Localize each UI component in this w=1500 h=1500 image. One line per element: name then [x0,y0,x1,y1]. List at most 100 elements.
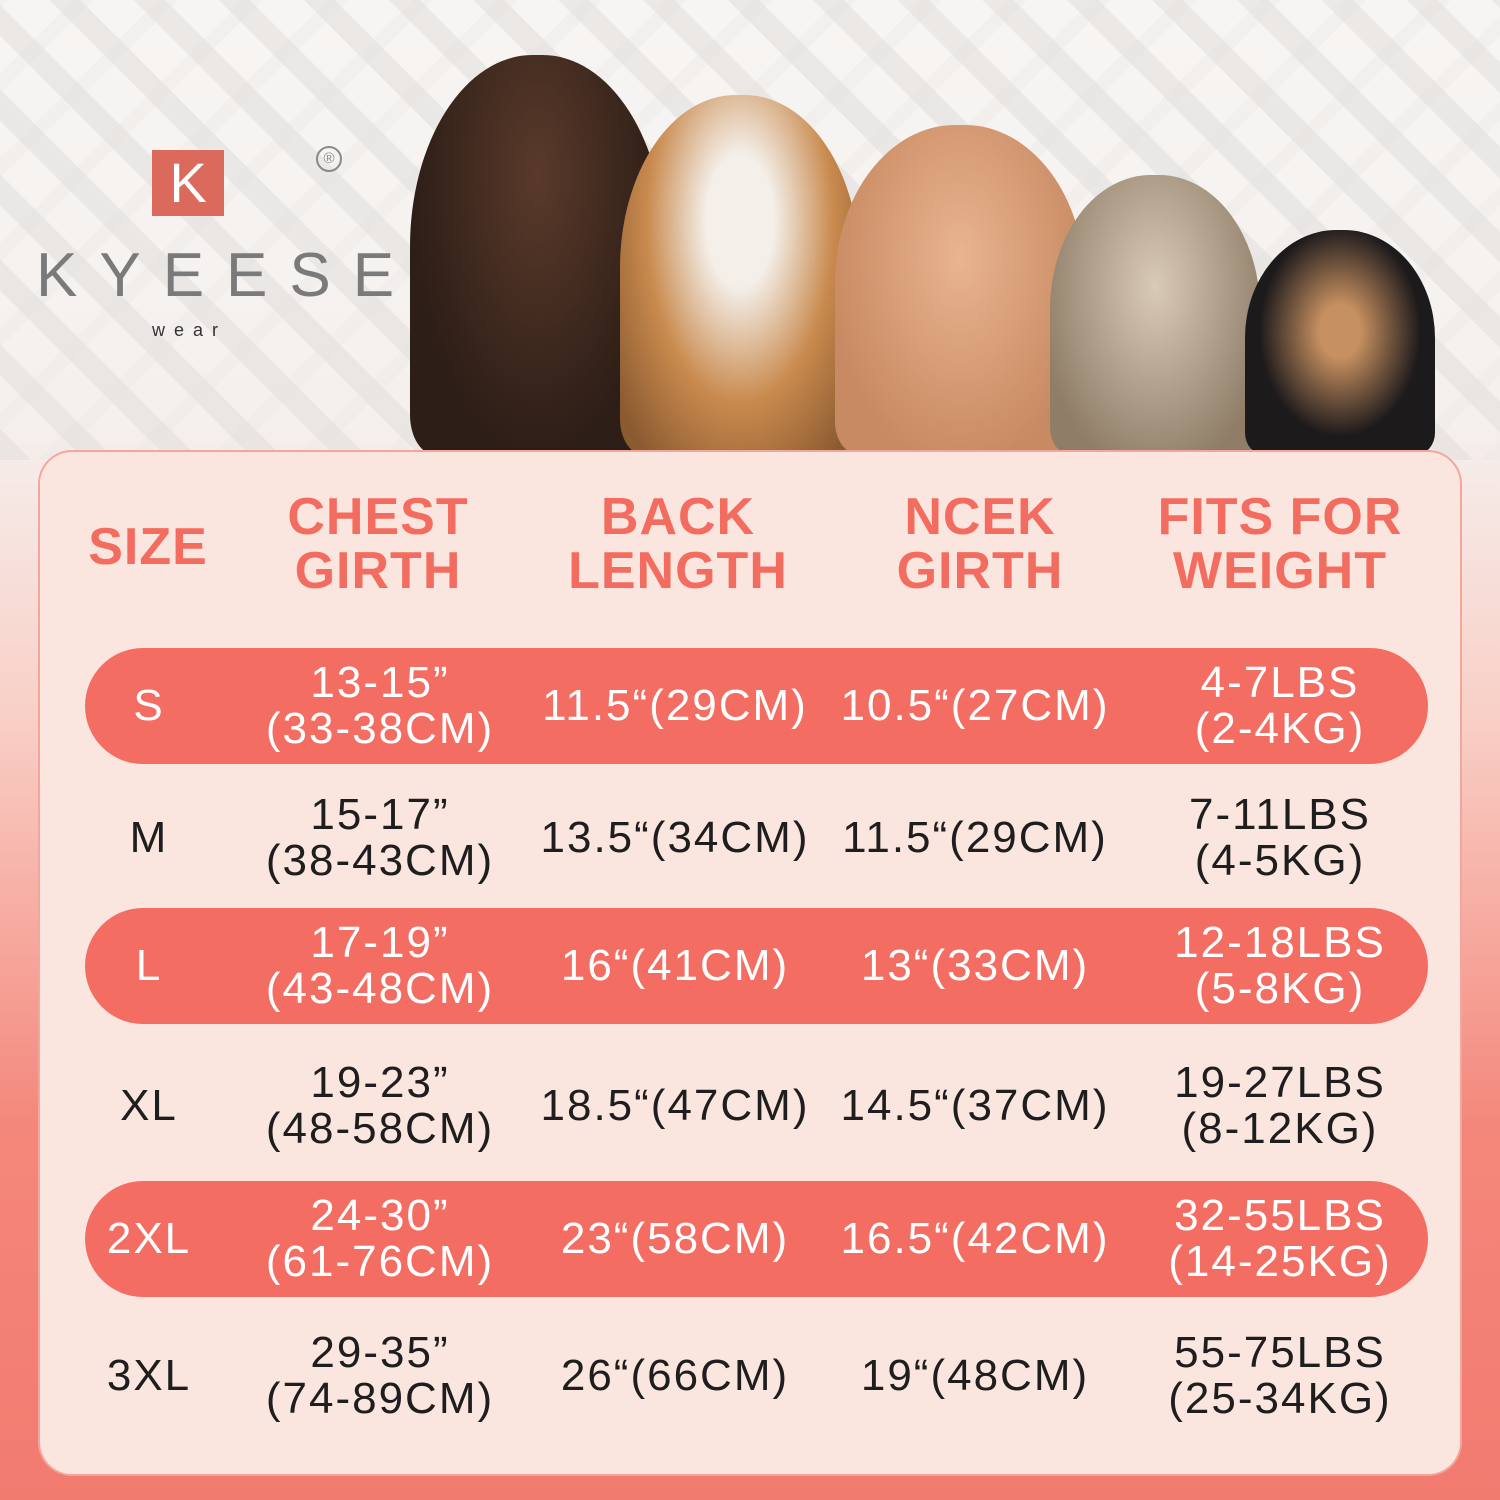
cell-text: 2XL [106,1214,192,1263]
chest-cell: 17-19” (43-48CM) [250,908,510,1024]
cell-text: 18.5“(47CM) [540,1081,810,1130]
neck-cell: 11.5“(29CM) [825,780,1125,896]
weight-cell: 12-18LBS (5-8KG) [1130,908,1430,1024]
header-back-length: BACK LENGTH [528,490,828,598]
back-cell: 13.5“(34CM) [525,780,825,896]
cell-text: (14-25KG) [1168,1237,1392,1286]
logo-mark: K [152,150,224,216]
cell-text: (5-8KG) [1194,964,1366,1013]
weight-cell: 7-11LBS (4-5KG) [1130,780,1430,896]
cell-text: (33-38CM) [265,704,495,753]
table-row: XL 19-23” (48-58CM) 18.5“(47CM) 14.5“(37CM) 1… [85,1048,1428,1164]
cell-text: (74-89CM) [265,1374,495,1423]
cell-text: 24-30” [310,1191,450,1240]
dogs-photo [395,30,1440,455]
header-neck-girth: NCEK GIRTH [830,490,1130,598]
cell-text: 55-75LBS [1174,1328,1386,1377]
back-cell: 11.5“(29CM) [525,648,825,764]
size-cell: 3XL [85,1318,213,1434]
neck-cell: 13“(33CM) [825,908,1125,1024]
size-cell: 2XL [85,1181,213,1297]
chest-cell: 19-23” (48-58CM) [250,1048,510,1164]
cell-text: 3XL [106,1351,192,1400]
table-row: 2XL 24-30” (61-76CM) 23“(58CM) 16.5“(42CM) 32… [85,1181,1428,1297]
header-text: GIRTH [294,542,462,600]
cell-text: 32-55LBS [1174,1191,1386,1240]
table-row: S 13-15” (33-38CM) 11.5“(29CM) 10.5“(27CM) 4-… [85,648,1428,764]
neck-cell: 10.5“(27CM) [825,648,1125,764]
beagle-image [620,95,860,455]
cell-text: 16“(41CM) [560,941,790,990]
cell-text: 13.5“(34CM) [540,813,810,862]
terrier-image [1050,175,1260,455]
cell-text: 19-27LBS [1174,1058,1386,1107]
table-row: L 17-19” (43-48CM) 16“(41CM) 13“(33CM) 12-18L… [85,908,1428,1024]
chest-cell: 29-35” (74-89CM) [250,1318,510,1434]
cell-text: 7-11LBS [1189,790,1371,839]
header-chest-girth: CHEST GIRTH [238,490,518,598]
cell-text: S [133,681,165,730]
cell-text: (43-48CM) [265,964,495,1013]
cell-text: 15-17” [310,790,450,839]
weight-cell: 19-27LBS (8-12KG) [1130,1048,1430,1164]
brand-name: KYEESE [36,241,417,310]
size-cell: S [85,648,213,764]
brand-sub: wear [152,320,228,340]
cell-text: (8-12KG) [1181,1104,1379,1153]
registered-mark: ® [316,146,342,172]
cell-text: 11.5“(29CM) [542,681,808,730]
header-text: FITS FOR [1157,488,1403,546]
back-cell: 18.5“(47CM) [525,1048,825,1164]
cell-text: (38-43CM) [265,836,495,885]
header-text: NCEK [904,488,1056,546]
back-cell: 23“(58CM) [525,1181,825,1297]
cell-text: 14.5“(37CM) [840,1081,1110,1130]
cell-text: 19“(48CM) [860,1351,1090,1400]
header-text: CHEST [287,488,469,546]
cell-text: (4-5KG) [1194,836,1366,885]
cell-text: 11.5“(29CM) [842,813,1108,862]
weight-cell: 55-75LBS (25-34KG) [1130,1318,1430,1434]
back-cell: 26“(66CM) [525,1318,825,1434]
cell-text: 23“(58CM) [560,1214,790,1263]
cell-text: (2-4KG) [1194,704,1366,753]
neck-cell: 14.5“(37CM) [825,1048,1125,1164]
header-text: WEIGHT [1173,542,1387,600]
back-cell: 16“(41CM) [525,908,825,1024]
cell-text: 19-23” [310,1058,450,1107]
cell-text: 4-7LBS [1200,658,1360,707]
table-row: 3XL 29-35” (74-89CM) 26“(66CM) 19“(48CM) 55-7… [85,1318,1428,1434]
header-text: GIRTH [896,542,1064,600]
header-weight: FITS FOR WEIGHT [1130,490,1430,598]
cell-text: 13“(33CM) [860,941,1090,990]
weight-cell: 32-55LBS (14-25KG) [1130,1181,1430,1297]
size-cell: M [85,780,213,896]
cell-text: 10.5“(27CM) [840,681,1110,730]
neck-cell: 16.5“(42CM) [825,1181,1125,1297]
cell-text: 16.5“(42CM) [840,1214,1110,1263]
cell-text: 17-19” [310,918,450,967]
cell-text: XL [120,1081,178,1130]
poodle-image [835,125,1085,455]
size-cell: L [85,908,213,1024]
cell-text: (61-76CM) [265,1237,495,1286]
cell-text: L [135,941,163,990]
chest-cell: 13-15” (33-38CM) [250,648,510,764]
weight-cell: 4-7LBS (2-4KG) [1130,648,1430,764]
chest-cell: 15-17” (38-43CM) [250,780,510,896]
neck-cell: 19“(48CM) [825,1318,1125,1434]
cell-text: (48-58CM) [265,1104,495,1153]
size-cell: XL [85,1048,213,1164]
cell-text: 26“(66CM) [560,1351,790,1400]
header-text: SIZE [88,518,208,576]
table-row: M 15-17” (38-43CM) 13.5“(34CM) 11.5“(29CM) 7-… [85,780,1428,896]
brand-logo: K ® KYEESE wear [30,140,394,350]
header-text: BACK [600,488,756,546]
chihuahua-image [1245,230,1435,455]
chest-cell: 24-30” (61-76CM) [250,1181,510,1297]
header-text: LENGTH [568,542,788,600]
header-size: SIZE [68,520,228,574]
cell-text: 29-35” [310,1328,450,1377]
cell-text: 12-18LBS [1174,918,1386,967]
cell-text: (25-34KG) [1168,1374,1392,1423]
